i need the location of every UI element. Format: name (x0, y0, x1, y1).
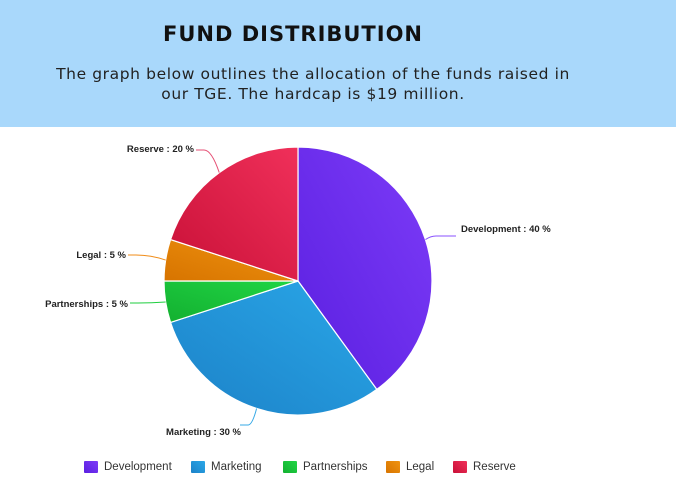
leader-line-marketing (240, 408, 258, 426)
legend-item-development[interactable]: Development (84, 458, 172, 476)
legend-swatch (84, 461, 98, 473)
pie-slice-development (297, 146, 433, 391)
data-label-partnerships: Partnerships : 5 % (45, 299, 128, 310)
page-subtitle: The graph below outlines the allocation … (56, 65, 570, 103)
legend-label: Partnerships (303, 461, 368, 473)
header-banner: FUND DISTRIBUTION The graph below outlin… (0, 0, 676, 127)
legend-item-partnerships[interactable]: Partnerships (283, 458, 368, 476)
leader-line-reserve (196, 149, 220, 173)
legend-item-legal[interactable]: Legal (386, 458, 434, 476)
legend-swatch (191, 461, 205, 473)
data-label-reserve: Reserve : 20 % (127, 144, 195, 155)
leader-line-partnerships (130, 301, 166, 304)
data-label-marketing: Marketing : 30 % (166, 427, 242, 438)
legend-item-reserve[interactable]: Reserve (453, 458, 516, 476)
legend-label: Marketing (211, 461, 262, 473)
leader-line-development (425, 235, 456, 241)
pie-slice-marketing (169, 280, 378, 416)
data-label-development: Development : 40 % (461, 224, 551, 235)
legend-item-marketing[interactable]: Marketing (191, 458, 262, 476)
legend-swatch (453, 461, 467, 473)
page-title: FUND DISTRIBUTION (162, 22, 424, 46)
legend-swatch (283, 461, 297, 473)
chart-legend: Development Marketing Partnerships Legal Res… (0, 458, 676, 478)
legend-label: Development (104, 461, 172, 473)
legend-label: Legal (406, 461, 435, 473)
data-label-legal: Legal : 5 % (76, 250, 126, 261)
legend-swatch (386, 461, 400, 473)
pie-chart: Development : 40 % Marketing : 30 % Partne… (45, 144, 551, 438)
leader-line-legal (128, 254, 166, 261)
legend-label: Reserve (473, 461, 516, 473)
